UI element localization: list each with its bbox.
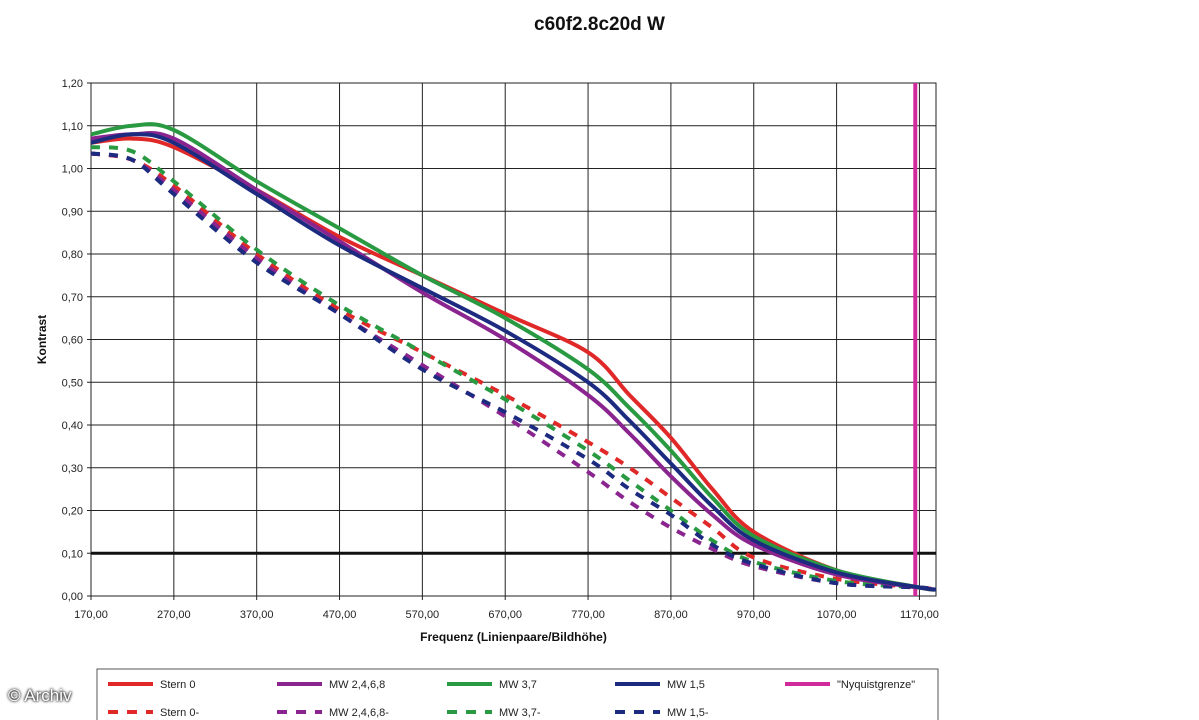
y-tick-label: 0,30 [62, 463, 83, 475]
legend-label: MW 3,7 [499, 679, 537, 691]
y-tick-label: 0,80 [62, 249, 83, 261]
legend-label: MW 3,7- [499, 707, 541, 719]
series-lines [90, 122, 937, 592]
legend-label: MW 1,5- [667, 707, 709, 719]
x-tick-label: 270,00 [157, 609, 191, 621]
y-tick-label: 0,20 [62, 506, 83, 518]
y-tick-label: 0,10 [62, 548, 83, 560]
legend-label: MW 2,4,6,8- [329, 707, 389, 719]
x-tick-label: 670,00 [488, 609, 522, 621]
x-tick-label: 1170,00 [900, 609, 939, 621]
series-line-mw-1-5-dashed [90, 151, 937, 592]
y-tick-label: 0,40 [62, 420, 83, 432]
x-tick-label: 1070,00 [817, 609, 857, 621]
series-line-mw-1-5 [90, 132, 937, 592]
legend-label: "Nyquistgrenze" [837, 679, 915, 691]
x-tick-label: 870,00 [654, 609, 688, 621]
chart-title: c60f2.8c20d W [534, 14, 665, 35]
series-line-mw-2-4-6-8 [90, 130, 937, 592]
x-axis-label: Frequenz (Linienpaare/Bildhöhe) [420, 630, 607, 644]
y-tick-label: 0,50 [62, 377, 83, 389]
x-tick-label: 970,00 [737, 609, 771, 621]
legend-label: Stern 0- [160, 707, 199, 719]
axes: 0,00 0,10 0,20 0,30 0,40 0,50 0,60 0,70 0,80 0,90… [35, 78, 939, 644]
y-tick-label: 1,00 [62, 164, 83, 176]
legend: Stern 0 MW 2,4,6,8 MW 3,7 MW 1,5 "Nyquistgre… [96, 668, 939, 720]
x-tick-label: 370,00 [240, 609, 274, 621]
y-axis-label: Kontrast [35, 315, 49, 364]
grid [90, 82, 937, 597]
legend-box [96, 668, 939, 720]
series-line-stern-0-dashed [90, 151, 937, 592]
x-tick-label: 470,00 [323, 609, 357, 621]
y-tick-label: 0,90 [62, 206, 83, 218]
x-tick-label: 770,00 [571, 609, 605, 621]
series-line-mw-3-7-dashed [90, 145, 937, 592]
y-tick-label: 0,00 [62, 591, 83, 603]
copyright-watermark: © Archiv [8, 686, 72, 705]
legend-label: Stern 0 [160, 679, 195, 691]
y-tick-label: 1,20 [62, 78, 83, 90]
legend-label: MW 2,4,6,8 [329, 679, 385, 691]
x-tick-label: 570,00 [406, 609, 440, 621]
series-line-mw-3-7 [90, 122, 937, 592]
x-tick-label: 170,00 [74, 609, 108, 621]
y-tick-label: 0,70 [62, 292, 83, 304]
legend-label: MW 1,5 [667, 679, 705, 691]
y-tick-label: 0,60 [62, 335, 83, 347]
y-tick-label: 1,10 [62, 121, 83, 133]
